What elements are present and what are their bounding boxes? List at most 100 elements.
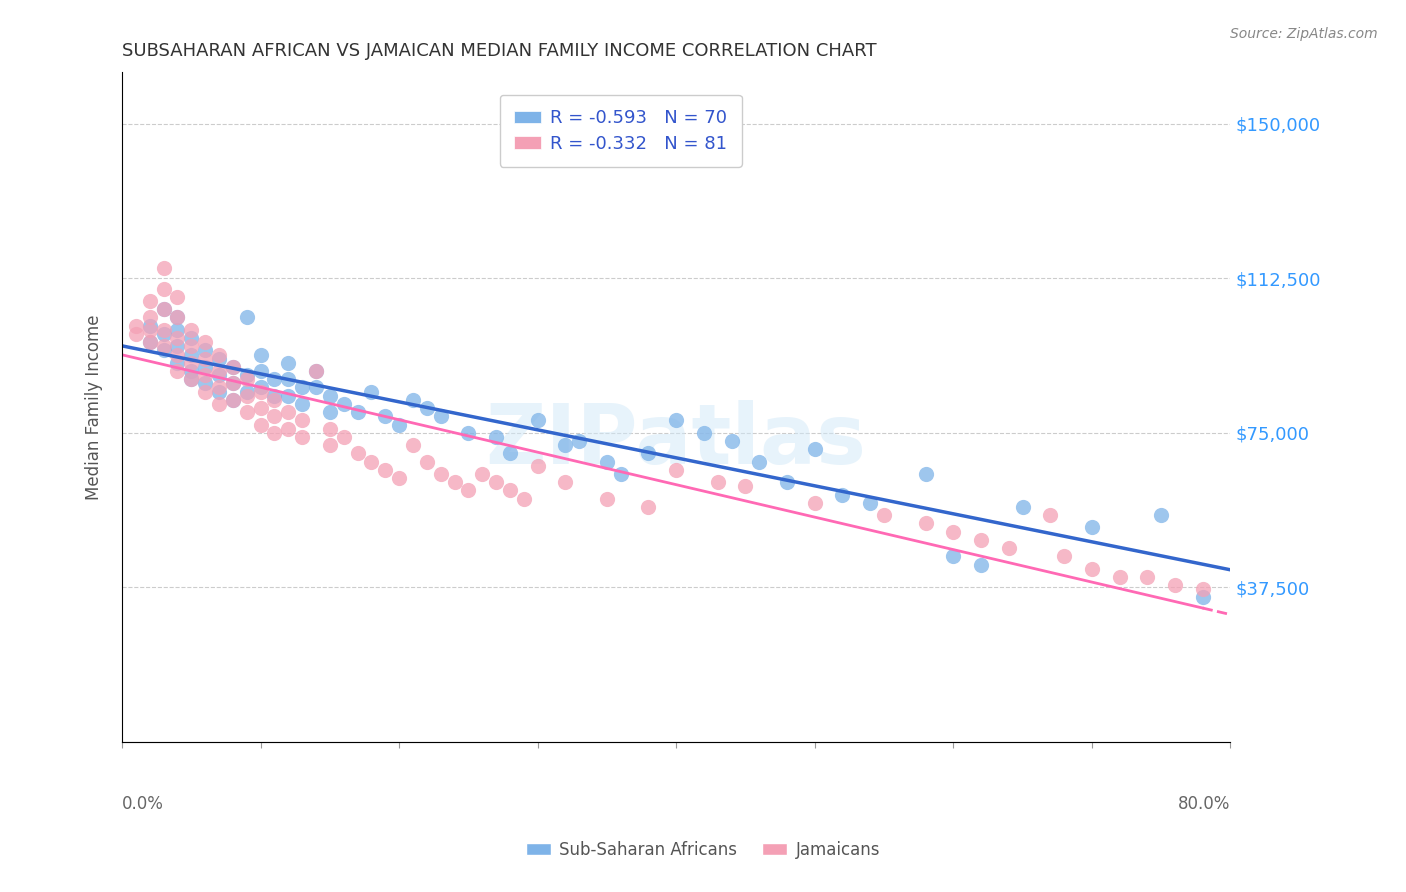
Legend: R = -0.593   N = 70, R = -0.332   N = 81: R = -0.593 N = 70, R = -0.332 N = 81 xyxy=(499,95,742,167)
Point xyxy=(222,376,245,391)
Point xyxy=(360,454,382,468)
Point xyxy=(1191,582,1213,597)
Point xyxy=(970,533,993,547)
Point xyxy=(166,356,188,370)
Point xyxy=(526,458,548,473)
Point xyxy=(319,422,342,436)
Point xyxy=(166,323,188,337)
Point xyxy=(139,293,162,308)
Point xyxy=(125,318,148,333)
Point xyxy=(706,475,728,490)
Point xyxy=(1081,520,1104,534)
Point xyxy=(319,438,342,452)
Point xyxy=(568,434,591,448)
Point xyxy=(263,372,285,386)
Point xyxy=(263,392,285,407)
Point xyxy=(443,475,465,490)
Point xyxy=(235,368,257,383)
Point xyxy=(208,380,231,394)
Point xyxy=(914,467,936,481)
Point xyxy=(166,339,188,353)
Point xyxy=(402,392,425,407)
Point xyxy=(1164,578,1187,592)
Point xyxy=(554,438,576,452)
Point xyxy=(429,409,451,424)
Point xyxy=(166,331,188,345)
Point xyxy=(263,389,285,403)
Y-axis label: Median Family Income: Median Family Income xyxy=(86,314,103,500)
Legend: Sub-Saharan Africans, Jamaicans: Sub-Saharan Africans, Jamaicans xyxy=(519,835,887,866)
Point xyxy=(665,463,688,477)
Point xyxy=(1191,591,1213,605)
Point xyxy=(997,541,1019,555)
Point xyxy=(291,397,314,411)
Point xyxy=(388,417,411,432)
Point xyxy=(180,339,202,353)
Point xyxy=(139,310,162,325)
Point xyxy=(249,364,271,378)
Point xyxy=(457,483,479,498)
Point xyxy=(416,401,439,415)
Point xyxy=(803,496,825,510)
Point xyxy=(263,425,285,440)
Point xyxy=(776,475,799,490)
Point xyxy=(249,380,271,394)
Point xyxy=(402,438,425,452)
Point xyxy=(152,323,174,337)
Point xyxy=(166,310,188,325)
Point xyxy=(208,347,231,361)
Point xyxy=(222,359,245,374)
Point xyxy=(291,380,314,394)
Point xyxy=(596,454,619,468)
Point xyxy=(970,558,993,572)
Point xyxy=(125,326,148,341)
Text: 0.0%: 0.0% xyxy=(122,795,165,814)
Point xyxy=(942,524,965,539)
Point xyxy=(914,516,936,531)
Point xyxy=(319,389,342,403)
Point xyxy=(1039,508,1062,522)
Point xyxy=(180,356,202,370)
Point xyxy=(526,413,548,427)
Point xyxy=(208,351,231,366)
Point xyxy=(152,326,174,341)
Point xyxy=(166,310,188,325)
Point xyxy=(194,384,217,399)
Point xyxy=(471,467,494,481)
Point xyxy=(194,359,217,374)
Point xyxy=(637,446,659,460)
Point xyxy=(319,405,342,419)
Point xyxy=(277,389,299,403)
Point xyxy=(610,467,633,481)
Text: ZIPatlas: ZIPatlas xyxy=(485,400,866,481)
Point xyxy=(180,364,202,378)
Text: Source: ZipAtlas.com: Source: ZipAtlas.com xyxy=(1230,27,1378,41)
Point xyxy=(180,372,202,386)
Point xyxy=(194,376,217,391)
Point xyxy=(235,384,257,399)
Point xyxy=(637,500,659,514)
Point xyxy=(734,479,756,493)
Point xyxy=(139,335,162,350)
Point xyxy=(457,425,479,440)
Point xyxy=(554,475,576,490)
Point xyxy=(180,372,202,386)
Point xyxy=(346,446,368,460)
Text: 80.0%: 80.0% xyxy=(1178,795,1230,814)
Point xyxy=(208,384,231,399)
Point xyxy=(249,401,271,415)
Point xyxy=(720,434,742,448)
Point xyxy=(499,446,522,460)
Point xyxy=(166,347,188,361)
Point xyxy=(374,463,396,477)
Point xyxy=(1011,500,1033,514)
Point xyxy=(388,471,411,485)
Point xyxy=(208,397,231,411)
Point xyxy=(249,384,271,399)
Point xyxy=(277,356,299,370)
Point xyxy=(152,282,174,296)
Point xyxy=(513,491,536,506)
Point xyxy=(194,335,217,350)
Point xyxy=(180,347,202,361)
Point xyxy=(596,491,619,506)
